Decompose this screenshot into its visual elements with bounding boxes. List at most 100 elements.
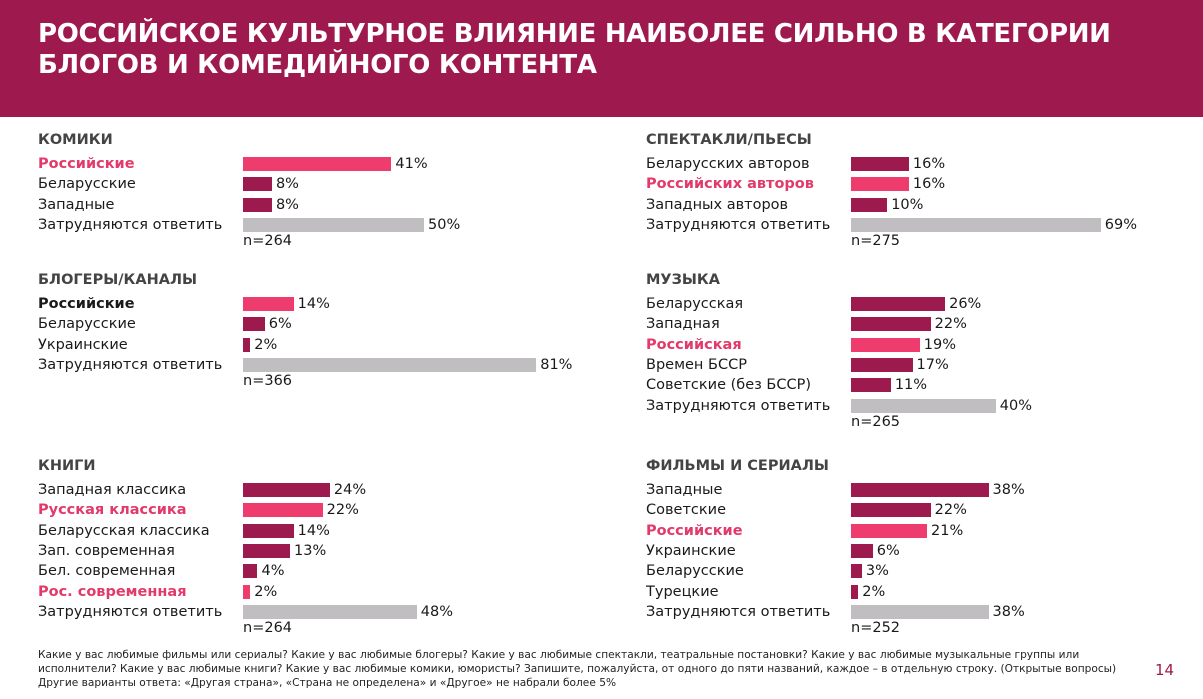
category-label: Западная классика bbox=[38, 482, 187, 498]
category-label: Украинские bbox=[38, 336, 128, 353]
sample-size: n=264 bbox=[243, 233, 293, 250]
value-label: 41% bbox=[395, 156, 428, 172]
bar bbox=[243, 584, 251, 599]
value-label: 14% bbox=[297, 296, 330, 312]
value-label: 6% bbox=[876, 542, 900, 559]
bar-row: Затрудняются ответить 81% bbox=[38, 355, 598, 375]
bar-row: Российские 41% bbox=[38, 154, 598, 174]
bar-row: Российская 19% bbox=[646, 335, 1203, 355]
value-label: 16% bbox=[912, 156, 946, 172]
value-label: 50% bbox=[428, 216, 461, 233]
value-label: 21% bbox=[931, 522, 964, 539]
bar bbox=[851, 523, 928, 538]
bar bbox=[851, 483, 989, 497]
bar bbox=[851, 378, 891, 393]
category-label: Затрудняются ответить bbox=[646, 397, 831, 414]
category-label: Советские (без БССР) bbox=[646, 377, 812, 394]
bar-row: Российских авторов 16% bbox=[646, 174, 1203, 194]
bar bbox=[243, 604, 417, 619]
bar-row: Зап. современная 13% bbox=[38, 541, 598, 561]
category-label: Российских авторов bbox=[646, 176, 814, 193]
bar bbox=[243, 357, 537, 372]
bar bbox=[851, 197, 888, 212]
page-title: РОССИЙСКОЕ КУЛЬТУРНОЕ ВЛИЯНИЕ НАИБОЛЕЕ С… bbox=[38, 19, 1111, 80]
bar-row: Русская классика 22% bbox=[38, 500, 598, 520]
bar bbox=[851, 584, 859, 599]
bar bbox=[851, 337, 920, 352]
bar bbox=[243, 523, 294, 538]
value-label: 81% bbox=[540, 356, 573, 373]
value-label: 38% bbox=[992, 482, 1025, 498]
bar bbox=[243, 543, 291, 558]
bar-row: Западные 8% bbox=[38, 195, 598, 215]
category-label: Западных авторов bbox=[646, 196, 789, 213]
bar-row: Западные 38% bbox=[646, 480, 1203, 500]
bar-row: Рос. современная 2% bbox=[38, 582, 598, 602]
bar-row: Затрудняются ответить 38% bbox=[646, 602, 1203, 622]
value-label: 69% bbox=[1104, 216, 1137, 233]
value-label: 40% bbox=[999, 397, 1033, 414]
bar-row: Западная классика 24% bbox=[38, 480, 598, 500]
bar-row: Беларусские 6% bbox=[38, 314, 598, 334]
bar bbox=[243, 297, 294, 311]
bar-row: Советские (без БССР) 11% bbox=[646, 375, 1203, 395]
bar-row: Затрудняются ответить 50% bbox=[38, 215, 598, 235]
bar bbox=[243, 317, 265, 332]
category-label: Беларусские bbox=[38, 316, 136, 333]
bar bbox=[243, 217, 424, 232]
bar-row: Затрудняются ответить 40% bbox=[646, 396, 1203, 416]
value-label: 8% bbox=[275, 196, 299, 213]
bar bbox=[851, 177, 909, 192]
value-label: 3% bbox=[865, 563, 889, 580]
chart-title: СПЕКТАКЛИ/ПЬЕСЫ bbox=[646, 132, 812, 148]
category-label: Русская классика bbox=[38, 502, 187, 519]
value-label: 26% bbox=[949, 296, 982, 312]
bar-row: Украинские 2% bbox=[38, 335, 598, 355]
category-label: Беларусских авторов bbox=[646, 156, 810, 172]
value-label: 4% bbox=[261, 563, 285, 580]
bar bbox=[851, 357, 913, 372]
bar-row: Беларусских авторов 16% bbox=[646, 154, 1203, 174]
footnote: Какие у вас любимые фильмы или сериалы? … bbox=[38, 649, 1117, 689]
bar bbox=[243, 503, 323, 518]
bar bbox=[243, 564, 258, 579]
category-label: Российские bbox=[646, 522, 743, 539]
value-label: 17% bbox=[916, 356, 949, 373]
value-label: 14% bbox=[297, 522, 330, 539]
category-label: Турецкие bbox=[646, 583, 719, 600]
bar-row: Беларусская 26% bbox=[646, 294, 1203, 314]
category-label: Затрудняются ответить bbox=[38, 356, 223, 373]
category-label: Рос. современная bbox=[38, 583, 187, 600]
category-label: Российская bbox=[646, 336, 742, 353]
bar-row: Западных авторов 10% bbox=[646, 195, 1203, 215]
bar bbox=[851, 297, 946, 311]
value-label: 16% bbox=[912, 176, 946, 193]
value-label: 38% bbox=[992, 603, 1025, 620]
bar bbox=[851, 317, 931, 332]
sample-size: n=252 bbox=[851, 620, 901, 637]
category-label: Зап. современная bbox=[38, 542, 175, 559]
category-label: Западные bbox=[646, 482, 723, 498]
category-label: Российские bbox=[38, 296, 135, 312]
bar-row: Времен БССР 17% bbox=[646, 355, 1203, 375]
bar bbox=[851, 543, 873, 558]
category-label: Западная bbox=[646, 316, 720, 333]
category-label: Затрудняются ответить bbox=[38, 603, 223, 620]
value-label: 2% bbox=[862, 583, 886, 600]
category-label: Беларусские bbox=[646, 563, 744, 580]
value-label: 2% bbox=[254, 336, 278, 353]
value-label: 2% bbox=[254, 583, 278, 600]
value-label: 22% bbox=[326, 502, 359, 519]
bar bbox=[851, 564, 862, 579]
category-label: Украинские bbox=[646, 542, 736, 559]
bar bbox=[851, 604, 989, 619]
category-label: Западные bbox=[38, 196, 115, 213]
bar-row: Беларусские 3% bbox=[646, 561, 1203, 581]
category-label: Затрудняются ответить bbox=[646, 603, 831, 620]
bar bbox=[851, 157, 909, 171]
bar bbox=[851, 398, 996, 413]
category-label: Бел. современная bbox=[38, 563, 176, 580]
value-label: 8% bbox=[275, 176, 299, 193]
value-label: 13% bbox=[294, 542, 327, 559]
category-label: Затрудняются ответить bbox=[646, 216, 831, 233]
